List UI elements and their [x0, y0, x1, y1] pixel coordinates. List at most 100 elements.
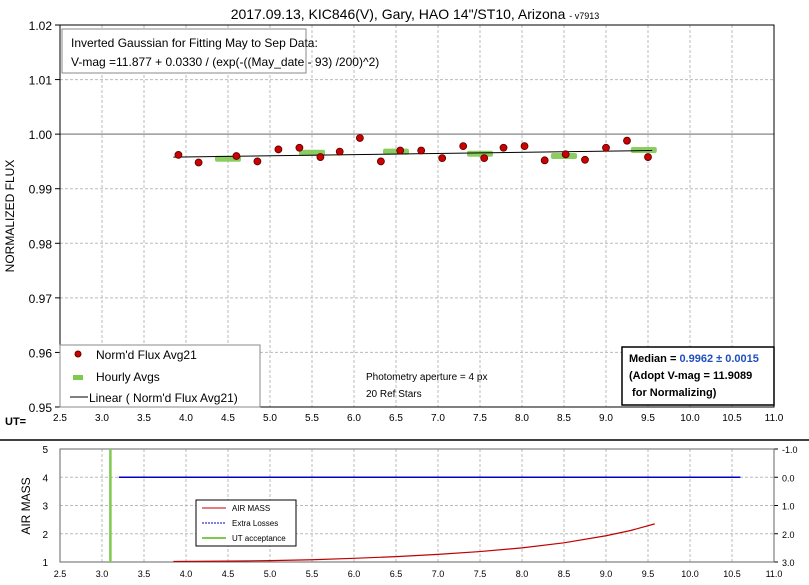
legend-label-airmass: AIR MASS	[232, 504, 270, 513]
fit-line1: Inverted Gaussian for Fitting May to Sep…	[71, 36, 318, 50]
y-tick-label: 3	[42, 502, 48, 513]
x-tick-label: 6.0	[347, 413, 361, 424]
x-tick-label: 4.0	[179, 413, 193, 424]
aperture-note: Photometry aperture = 4 px	[366, 372, 487, 383]
flux-point	[459, 142, 468, 151]
legend-label-hourly: Hourly Avgs	[96, 370, 160, 384]
legend-marker-hourly	[73, 375, 83, 380]
y-tick-label: 2	[42, 530, 48, 541]
y2-tick-label: 2.0	[782, 530, 795, 540]
y-tick-label: 0.96	[29, 346, 53, 360]
flux-point	[438, 154, 447, 163]
flux-point	[417, 146, 426, 155]
median-text: Median = 0.9962 ± 0.0015	[629, 353, 759, 365]
x-tick-label: 11.0	[765, 413, 784, 424]
x-tick-label: 10.5	[723, 569, 741, 579]
x-tick-label: 3.5	[138, 569, 151, 579]
x-tick-label: 7.0	[431, 413, 445, 424]
x-tick-label: 2.5	[53, 413, 67, 424]
airmass-axis-label: AIR MASS	[19, 477, 33, 534]
x-tick-label: 7.0	[432, 569, 445, 579]
x-tick-label: 3.0	[95, 413, 109, 424]
y-tick-label: 1	[42, 558, 48, 569]
flux-point	[253, 157, 262, 166]
x-tick-label: 3.5	[137, 413, 151, 424]
flux-point	[520, 142, 529, 151]
x-tick-label: 9.5	[641, 413, 655, 424]
x-tick-label: 10.5	[722, 413, 742, 424]
median-box	[621, 346, 775, 406]
flux-point	[602, 143, 610, 152]
flux-point	[623, 136, 631, 145]
flux-point	[581, 155, 589, 164]
x-tick-label: 8.0	[515, 413, 529, 424]
x-tick-label: 3.0	[96, 569, 109, 579]
x-tick-label: 4.0	[180, 569, 193, 579]
adopt-text: (Adopt V-mag = 11.9089	[629, 370, 752, 382]
x-tick-label: 10.0	[681, 569, 699, 579]
x-tick-label: 5.0	[263, 413, 277, 424]
x-tick-label: 7.5	[474, 569, 487, 579]
x-tick-label: 5.0	[264, 569, 277, 579]
hourly-avg-mark	[630, 146, 657, 153]
y-tick-label: 1.01	[29, 74, 53, 88]
y-tick-label: 0.98	[29, 237, 53, 251]
linear-fit-line	[173, 150, 653, 158]
y2-tick-label: -1.0	[782, 445, 798, 455]
flux-point	[274, 145, 283, 154]
x-tick-label: 9.0	[600, 569, 613, 579]
normalizing-text: for Normalizing)	[629, 387, 717, 399]
x-tick-label: 6.5	[389, 413, 403, 424]
flux-point	[499, 143, 508, 152]
y2-tick-label: 1.0	[782, 502, 795, 512]
x-tick-label: 8.5	[557, 413, 571, 424]
y2-tick-label: 0.0	[782, 473, 795, 483]
plot-frame	[59, 24, 775, 408]
chart-title: 2017.09.13, KIC846(V), Gary, HAO 14"/ST1…	[231, 6, 600, 22]
legend-label-linear: Linear ( Norm'd Flux Avg21)	[89, 391, 238, 405]
y-tick-label: 0.95	[29, 401, 53, 415]
y-tick-label: 1.02	[29, 19, 53, 33]
x-tick-label: 6.5	[390, 569, 403, 579]
airmass-line	[173, 523, 655, 563]
y-axis-label: NORMALIZED FLUX	[3, 160, 17, 273]
flux-point	[561, 150, 570, 159]
y2-tick-label: 3.0	[782, 558, 795, 568]
legend-label-flux: Norm'd Flux Avg21	[96, 348, 197, 362]
y-tick-label: 1.00	[29, 128, 53, 142]
fit-box	[61, 28, 307, 74]
flux-point	[194, 158, 203, 167]
hourly-avg-mark	[467, 150, 493, 157]
y-tick-label: 0.99	[29, 183, 53, 197]
legend-marker-flux	[74, 350, 82, 358]
flux-point	[174, 150, 183, 159]
x-tick-label: 8.5	[558, 569, 571, 579]
flux-point	[480, 154, 489, 163]
legend-label-extra: Extra Losses	[232, 519, 278, 528]
flux-point	[396, 146, 405, 155]
x-tick-label: 7.5	[473, 413, 487, 424]
x-tick-label: 8.0	[516, 569, 529, 579]
x-tick-label: 9.5	[642, 569, 655, 579]
x-tick-label: 2.5	[54, 569, 67, 579]
x-tick-label: 6.0	[348, 569, 361, 579]
fit-line2: V-mag =11.877 + 0.0330 / (exp(-((May_dat…	[71, 55, 379, 69]
flux-point	[316, 153, 325, 161]
plot-frame	[59, 448, 775, 563]
ref-stars-note: 20 Ref Stars	[366, 389, 422, 400]
flux-point	[355, 134, 364, 142]
flux-point	[232, 152, 241, 160]
x-tick-label: 4.5	[222, 569, 235, 579]
x-tick-label: 5.5	[306, 569, 319, 579]
x-axis-label: UT=	[5, 416, 26, 428]
x-tick-label: 4.5	[221, 413, 235, 424]
flux-point	[376, 157, 385, 166]
flux-point	[540, 156, 549, 165]
y-tick-label: 4	[42, 473, 48, 484]
y-tick-label: 5	[42, 445, 48, 456]
flux-point	[335, 147, 344, 156]
y-tick-label: 0.97	[29, 292, 53, 306]
legend-label-ut: UT acceptance	[232, 534, 286, 543]
